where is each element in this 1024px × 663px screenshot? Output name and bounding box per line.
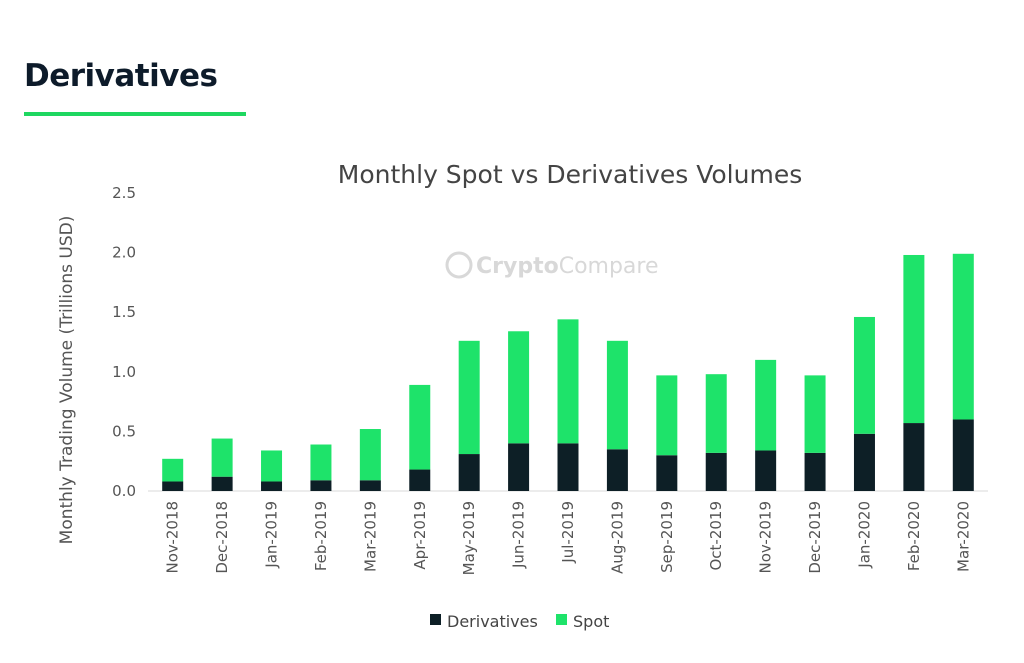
x-tick-label: Nov-2018 (164, 501, 182, 573)
bar-derivatives-jul-2019 (557, 443, 579, 491)
bar-spot-jul-2019 (557, 319, 579, 444)
legend: Derivatives Spot (430, 612, 609, 631)
x-tick-label: Mar-2020 (954, 501, 972, 572)
bar-derivatives-feb-2019 (310, 480, 332, 491)
bars (162, 253, 974, 491)
bar-spot-feb-2020 (903, 254, 925, 424)
heading-underline (24, 112, 246, 116)
y-tick-label: 0.0 (112, 482, 136, 500)
bar-spot-feb-2019 (310, 444, 332, 481)
bar-derivatives-aug-2019 (606, 449, 628, 491)
legend-swatch-spot (556, 614, 567, 625)
y-tick-label: 1.0 (112, 363, 136, 381)
x-tick-label: May-2019 (460, 501, 478, 575)
chart-title: Monthly Spot vs Derivatives Volumes (338, 160, 802, 189)
bar-derivatives-dec-2018 (211, 476, 233, 491)
watermark-compare: Compare (559, 254, 659, 279)
bar-derivatives-jan-2020 (853, 433, 875, 491)
watermark-crypto: Crypto (476, 254, 559, 279)
bar-derivatives-mar-2019 (359, 480, 381, 491)
bar-spot-jan-2020 (853, 316, 875, 434)
y-axis-label: Monthly Trading Volume (Trillions USD) (57, 216, 77, 545)
bar-derivatives-nov-2018 (162, 481, 184, 491)
bar-spot-mar-2019 (359, 429, 381, 481)
bar-spot-jun-2019 (508, 331, 530, 444)
bar-spot-apr-2019 (409, 384, 431, 470)
bar-derivatives-sep-2019 (656, 455, 678, 491)
y-tick-label: 2.5 (112, 184, 136, 202)
x-tick-label: Mar-2019 (361, 501, 379, 572)
x-tick-label: Jul-2019 (559, 501, 577, 564)
bar-derivatives-oct-2019 (705, 452, 727, 491)
bar-spot-jan-2019 (261, 450, 283, 482)
bar-spot-dec-2018 (211, 438, 233, 477)
bar-spot-may-2019 (458, 340, 480, 455)
watermark: CryptoCompare (445, 251, 659, 279)
x-axis-ticks: Nov-2018 Dec-2018 Jan-2019 Feb-2019 Mar-2019… (164, 501, 973, 575)
y-axis-ticks: 0.0 0.5 1.0 1.5 2.0 2.5 (112, 184, 136, 500)
bar-spot-nov-2019 (755, 359, 777, 451)
x-tick-label: Jun-2019 (510, 501, 528, 569)
page-heading: Derivatives (24, 58, 218, 94)
bar-spot-nov-2018 (162, 458, 184, 482)
bar-derivatives-dec-2019 (804, 452, 826, 491)
bar-derivatives-mar-2020 (952, 419, 974, 491)
bar-derivatives-feb-2020 (903, 423, 925, 491)
y-tick-label: 0.5 (112, 422, 136, 440)
x-tick-label: Feb-2020 (905, 501, 923, 571)
legend-label-spot: Spot (573, 612, 609, 631)
x-tick-label: Jan-2019 (263, 501, 281, 569)
x-tick-label: Dec-2019 (806, 501, 824, 574)
bar-derivatives-apr-2019 (409, 469, 431, 491)
x-tick-label: Apr-2019 (411, 501, 429, 570)
x-tick-label: Jan-2020 (855, 501, 873, 569)
bar-spot-oct-2019 (705, 374, 727, 453)
bar-spot-mar-2020 (952, 253, 974, 420)
x-tick-label: Oct-2019 (707, 501, 725, 571)
bar-derivatives-nov-2019 (755, 450, 777, 491)
bar-derivatives-jun-2019 (508, 443, 530, 491)
bar-derivatives-may-2019 (458, 454, 480, 491)
watermark-logo-icon (445, 251, 473, 279)
svg-text:CryptoCompare: CryptoCompare (476, 254, 659, 279)
bar-derivatives-jan-2019 (261, 481, 283, 491)
y-tick-label: 1.5 (112, 303, 136, 321)
bar-spot-aug-2019 (606, 340, 628, 450)
bar-spot-sep-2019 (656, 375, 678, 456)
legend-label-derivatives: Derivatives (447, 612, 538, 631)
x-tick-label: Feb-2019 (312, 501, 330, 571)
y-tick-label: 2.0 (112, 244, 136, 262)
x-tick-label: Nov-2019 (757, 501, 775, 573)
x-tick-label: Aug-2019 (608, 501, 626, 574)
bar-spot-dec-2019 (804, 375, 826, 453)
x-tick-label: Dec-2018 (213, 501, 231, 574)
x-tick-label: Sep-2019 (658, 501, 676, 573)
legend-swatch-derivatives (430, 614, 441, 625)
